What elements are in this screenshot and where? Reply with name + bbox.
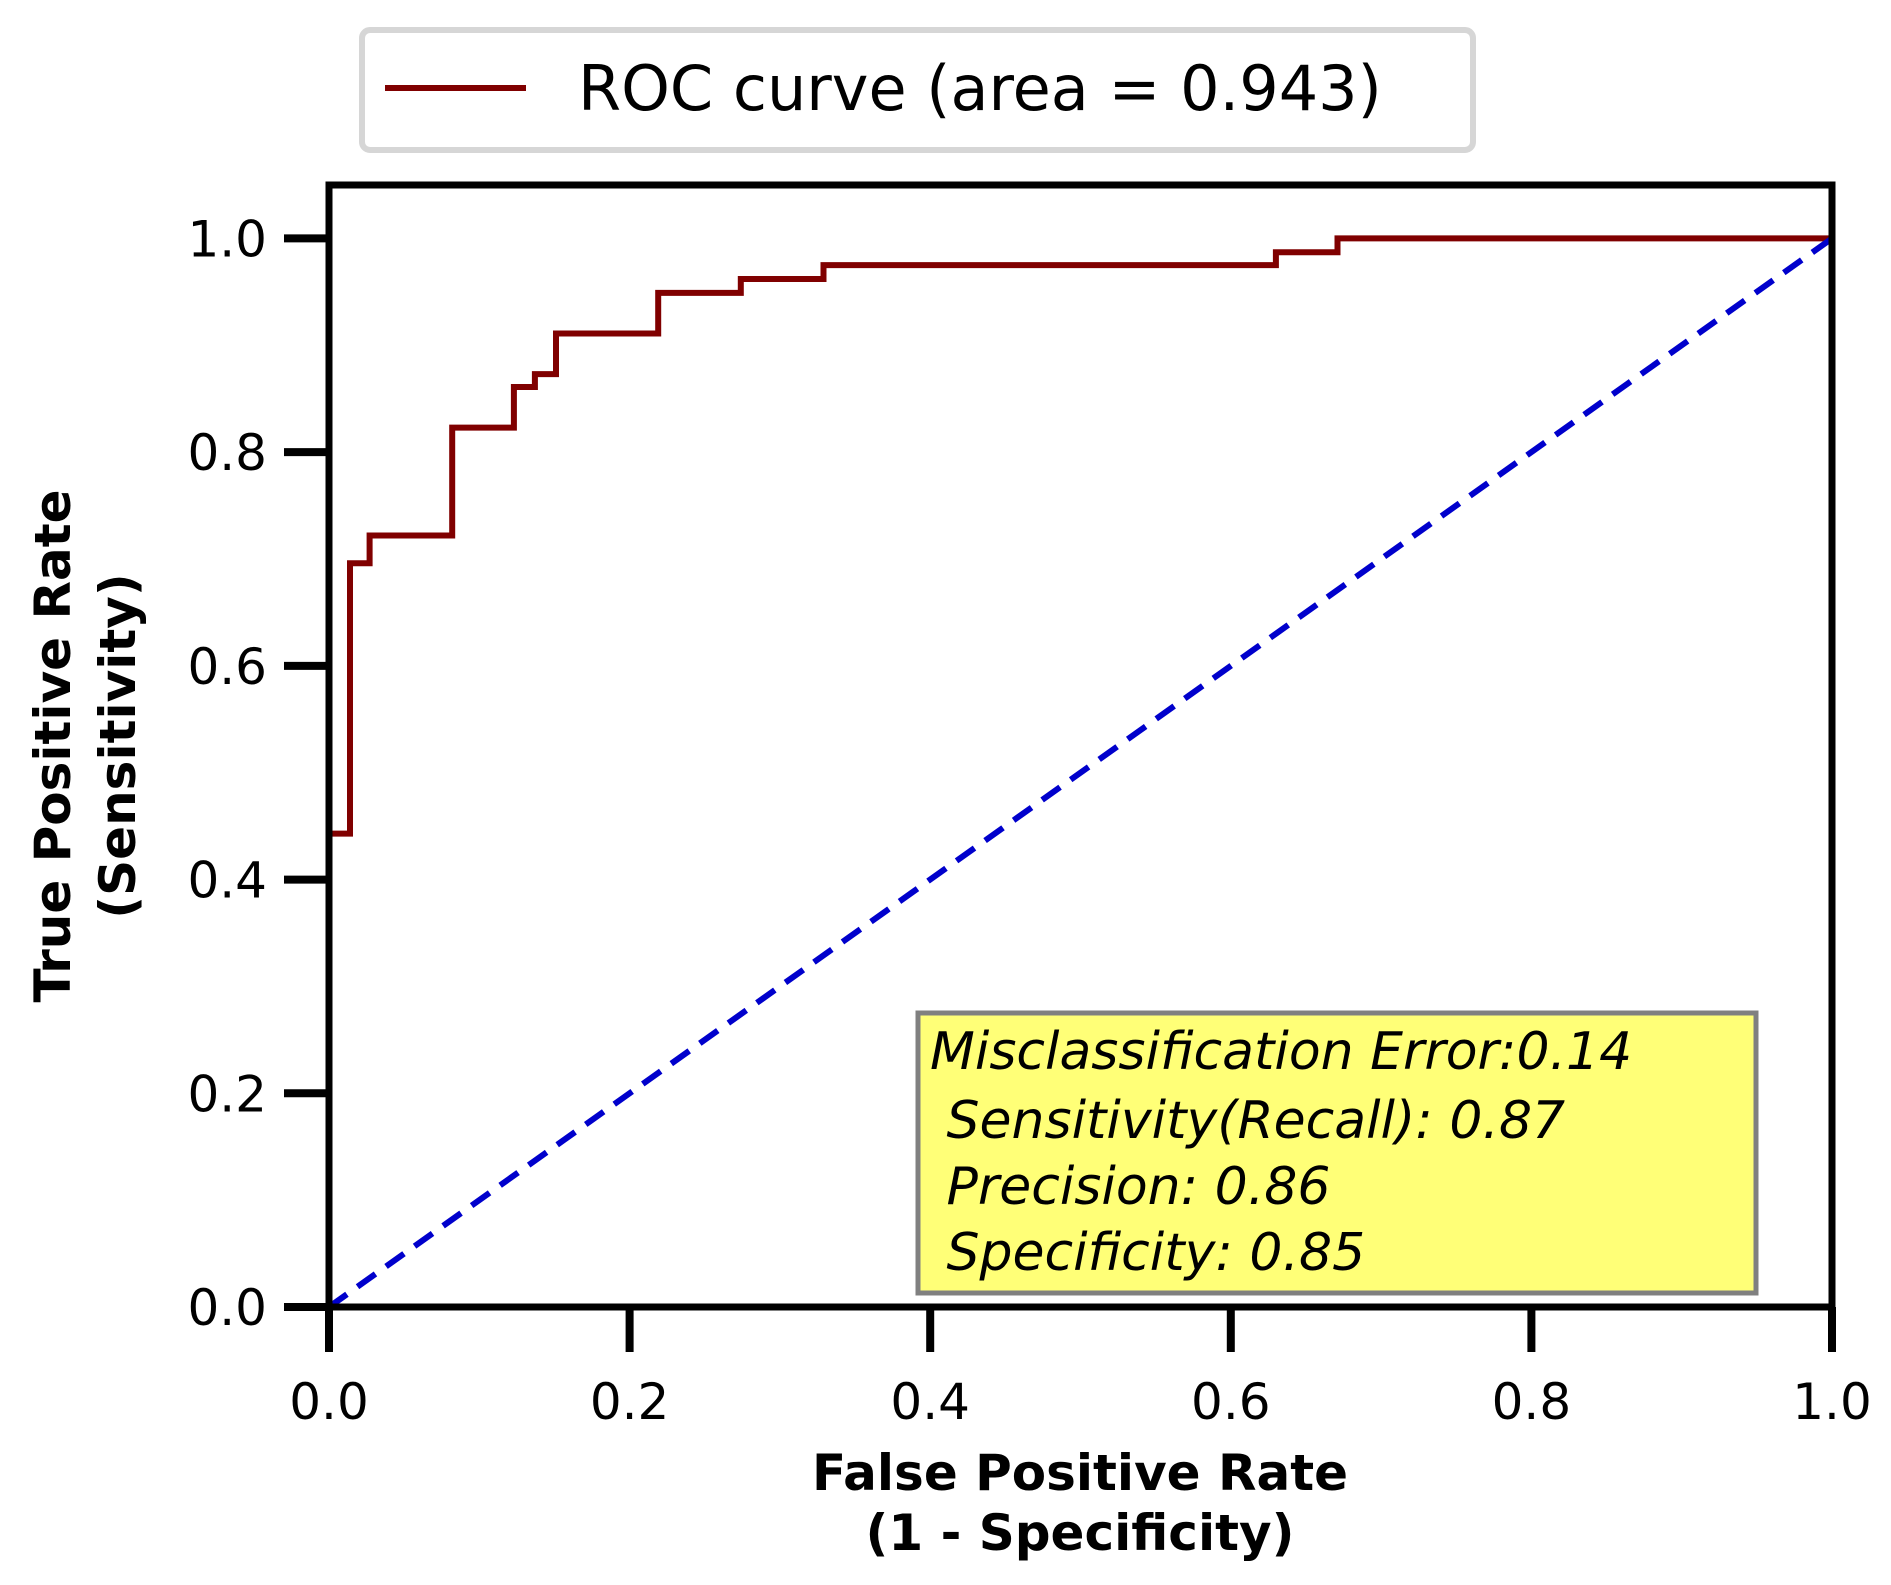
x-tick-label: 0.8 <box>1492 1373 1572 1431</box>
x-tick-label: 0.2 <box>590 1373 670 1431</box>
y-tick-label: 0.8 <box>187 424 267 482</box>
stat-misclassification-error: Misclassification Error:0.14 <box>930 1022 1632 1082</box>
x-tick-label: 0.6 <box>1191 1373 1271 1431</box>
plot-data <box>326 235 1834 1310</box>
x-axis-title-line2: (1 - Specificity) <box>866 1504 1295 1562</box>
y-tick-label: 0.2 <box>187 1065 267 1123</box>
y-tick-label: 0.6 <box>187 638 267 696</box>
stats-box-background <box>915 1010 1759 1296</box>
chance-diagonal-line <box>327 235 1834 1310</box>
stat-precision: Precision: 0.86 <box>930 1157 1330 1217</box>
y-tick-label: 0.4 <box>187 852 267 910</box>
x-tick-label: 1.0 <box>1792 1373 1872 1431</box>
legend-box <box>359 27 1476 153</box>
axis-ticks: 0.0 0.2 0.4 0.6 0.8 1.0 0.0 0.2 0.4 0.6 0.8 1.0 <box>187 210 1871 1431</box>
legend: ROC curve (area = 0.943) <box>359 27 1476 153</box>
stats-box: Misclassification Error:0.14 Sensitivity… <box>915 1010 1759 1296</box>
x-tick-label: 0.4 <box>890 1373 970 1431</box>
x-tick-label: 0.0 <box>289 1373 369 1431</box>
plot-frame <box>325 181 1836 1311</box>
y-tick-label: 0.0 <box>187 1279 267 1337</box>
y-tick-label: 1.0 <box>187 210 267 268</box>
roc-curve-line <box>326 235 1832 1307</box>
x-axis-title-line1: False Positive Rate <box>812 1444 1348 1502</box>
y-axis-title-line1: True Positive Rate <box>24 489 82 1002</box>
legend-label-roc: ROC curve (area = 0.943) <box>578 52 1382 125</box>
stat-sensitivity: Sensitivity(Recall): 0.87 <box>930 1091 1565 1151</box>
stat-specificity: Specificity: 0.85 <box>930 1223 1365 1283</box>
y-axis-title-line2: (Sensitivity) <box>89 573 147 918</box>
